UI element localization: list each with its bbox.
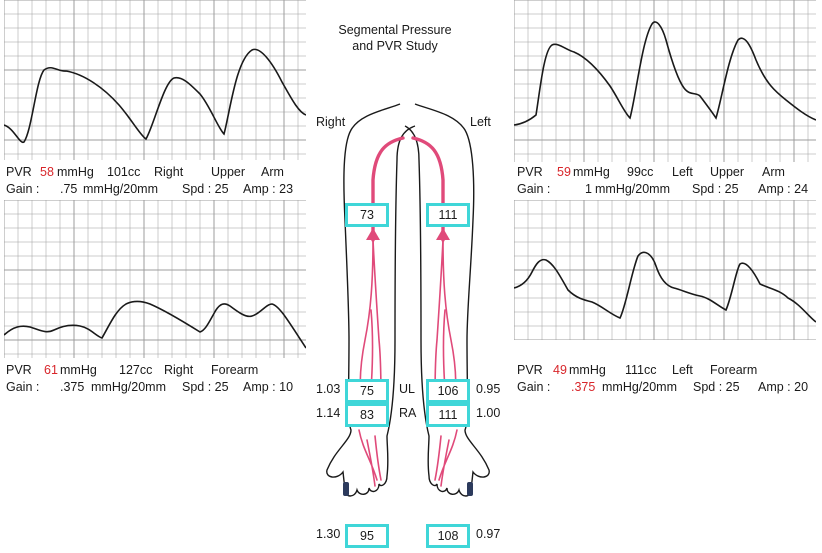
speed: Spd : 25 xyxy=(182,380,229,394)
digit-sensors xyxy=(343,482,473,496)
pvr-unit: mmHg xyxy=(57,165,94,179)
pvr-waveform xyxy=(4,300,306,349)
pvr-label: PVR xyxy=(6,165,32,179)
gain-value: 1 xyxy=(585,182,592,196)
caption-right-forearm: PVR 61 mmHg 127cc Right Forearm Gain : .… xyxy=(6,363,306,395)
pvr-unit: mmHg xyxy=(569,363,606,377)
site-label-2: Arm xyxy=(762,165,785,179)
waveform-chart xyxy=(514,200,816,340)
ratio-wrist-right: 1.30 xyxy=(316,527,341,541)
amplitude: Amp : 10 xyxy=(243,380,294,394)
arrow-heads xyxy=(366,228,450,240)
pressure-box-brachial-right: 73 xyxy=(345,203,389,227)
grid xyxy=(4,200,306,358)
gain-value: .375 xyxy=(571,380,596,394)
gain-label: Gain : xyxy=(517,380,551,394)
site-label: Upper xyxy=(211,165,246,179)
pvr-value: 59 xyxy=(557,165,571,179)
ratio-ul-right: 1.03 xyxy=(316,382,341,396)
grid xyxy=(4,0,306,160)
volume: 127cc xyxy=(119,363,153,377)
gain-label: Gain : xyxy=(6,182,40,196)
right-side-label: Right xyxy=(316,115,346,129)
pvr-label: PVR xyxy=(517,165,543,179)
pressure-box-wrist-right: 95 xyxy=(345,524,389,548)
side-label: Left xyxy=(672,363,693,377)
amplitude: Amp : 23 xyxy=(243,182,294,196)
ratio-ra-left: 1.00 xyxy=(476,406,501,420)
title-line-1: Segmental Pressure xyxy=(338,23,452,37)
pressure-box-ra-left: 111 xyxy=(426,403,470,427)
study-title: Segmental Pressure and PVR Study xyxy=(315,22,475,54)
caption-right-upper-arm: PVR 58 mmHg 101cc Right Upper Arm Gain :… xyxy=(6,165,306,197)
pressure-box-brachial-left: 111 xyxy=(426,203,470,227)
site-label-2: Arm xyxy=(261,165,284,179)
pressure-box-ra-right: 83 xyxy=(345,403,389,427)
pvr-value: 49 xyxy=(553,363,567,377)
pressure-box-ul-right: 75 xyxy=(345,379,389,403)
speed: Spd : 25 xyxy=(182,182,229,196)
pvr-unit: mmHg xyxy=(60,363,97,377)
ratio-ra-right: 1.14 xyxy=(316,406,341,420)
pvr-waveform xyxy=(514,21,816,126)
gain-label: Gain : xyxy=(6,380,40,394)
waveform-chart xyxy=(4,0,306,160)
volume: 99cc xyxy=(627,165,654,179)
waveform-panel-right-forearm xyxy=(4,200,306,358)
volume: 101cc xyxy=(107,165,141,179)
amplitude: Amp : 24 xyxy=(758,182,809,196)
gain-unit: mmHg/20mm xyxy=(595,182,671,196)
gain-label: Gain : xyxy=(517,182,551,196)
pvr-label: PVR xyxy=(6,363,32,377)
gain-unit: mmHg/20mm xyxy=(91,380,167,394)
side-label: Left xyxy=(672,165,693,179)
speed: Spd : 25 xyxy=(692,182,739,196)
grid xyxy=(514,200,816,340)
caption-left-forearm: PVR 49 mmHg 111cc Left Forearm Gain : .3… xyxy=(517,363,819,395)
pvr-unit: mmHg xyxy=(573,165,610,179)
volume: 111cc xyxy=(625,363,657,377)
segment-label-ul: UL xyxy=(399,382,415,396)
waveform-panel-left-forearm xyxy=(514,200,816,340)
pvr-waveform xyxy=(514,251,816,323)
caption-left-upper-arm: PVR 59 mmHg 99cc Left Upper Arm Gain : 1… xyxy=(517,165,819,197)
grid xyxy=(514,0,816,162)
gain-unit: mmHg/20mm xyxy=(83,182,159,196)
segment-label-ra: RA xyxy=(399,406,417,420)
speed: Spd : 25 xyxy=(693,380,740,394)
gain-value: .375 xyxy=(60,380,85,394)
arteries xyxy=(371,136,445,242)
side-label: Right xyxy=(164,363,194,377)
waveform-chart xyxy=(4,200,306,358)
pvr-value: 58 xyxy=(40,165,54,179)
amplitude: Amp : 20 xyxy=(758,380,809,394)
gain-value: .75 xyxy=(60,182,78,196)
waveform-chart xyxy=(514,0,816,162)
side-label: Right xyxy=(154,165,184,179)
pvr-waveform xyxy=(4,48,306,144)
site-label: Upper xyxy=(710,165,745,179)
site-label: Forearm xyxy=(710,363,758,377)
pressure-box-ul-left: 106 xyxy=(426,379,470,403)
pvr-value: 61 xyxy=(44,363,58,377)
artery-branches xyxy=(358,239,458,487)
ratio-wrist-left: 0.97 xyxy=(476,527,501,541)
gain-unit: mmHg/20mm xyxy=(602,380,678,394)
left-side-label: Left xyxy=(470,115,491,129)
pressure-box-wrist-left: 108 xyxy=(426,524,470,548)
ratio-ul-left: 0.95 xyxy=(476,382,501,396)
site-label: Forearm xyxy=(211,363,259,377)
arm-outline xyxy=(326,103,490,497)
arm-artery-diagram xyxy=(326,103,490,497)
waveform-panel-left-upper-arm xyxy=(514,0,816,162)
pvr-label: PVR xyxy=(517,363,543,377)
title-line-2: and PVR Study xyxy=(352,39,438,53)
waveform-panel-right-upper-arm xyxy=(4,0,306,160)
